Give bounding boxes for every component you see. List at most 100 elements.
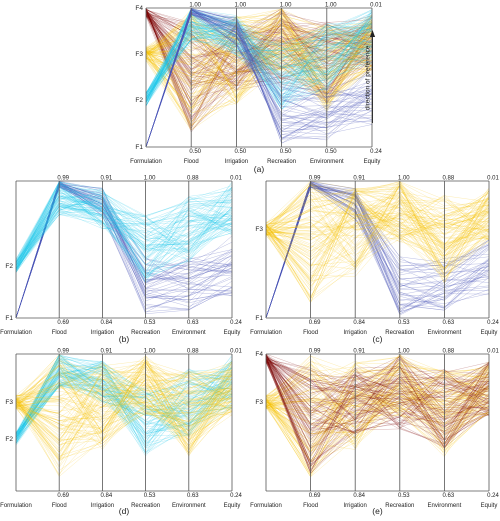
solution-line-f3: [145, 26, 373, 88]
solution-line-f3: [145, 32, 373, 93]
solution-line-f1: [265, 183, 490, 319]
solution-line-f3: [265, 356, 490, 468]
solution-line-f3: [145, 32, 373, 122]
solution-line-f3: [265, 360, 490, 449]
solution-line-f3: [265, 197, 490, 271]
solution-line-f3: [15, 378, 233, 411]
solution-line-f4: [145, 9, 373, 102]
solution-line-f4: [265, 358, 490, 433]
solution-line-f4: [265, 361, 490, 449]
solution-line-f4: [145, 15, 373, 91]
solution-line-f1: [265, 182, 490, 319]
solution-line-f3: [15, 359, 233, 442]
solution-line-f3: [265, 354, 490, 409]
solution-line-f3: [15, 400, 233, 457]
solution-line-f2: [145, 18, 373, 94]
solution-line-f3: [265, 185, 490, 280]
solution-line-f2: [15, 370, 233, 439]
solution-line-f1: [15, 181, 233, 319]
solution-line-f4: [265, 358, 490, 440]
solution-line-f3: [265, 353, 490, 450]
solution-line-f4: [265, 354, 490, 440]
solution-line-f3: [265, 366, 490, 461]
solution-line-f4: [265, 354, 490, 434]
solution-line-f1: [15, 186, 233, 319]
solution-line-f3: [265, 181, 490, 234]
solution-line-f3: [15, 367, 233, 424]
solution-line-f3: [15, 393, 233, 441]
solution-line-f4: [265, 356, 490, 425]
solution-line-f3: [15, 371, 233, 425]
solution-line-f3: [265, 181, 490, 231]
solution-line-f3: [15, 373, 233, 460]
solution-line-f2: [15, 186, 233, 272]
solution-line-f1: [15, 183, 233, 319]
solution-line-f3: [265, 184, 490, 264]
solution-line-f1: [15, 182, 233, 319]
axis-label-flood: Flood: [52, 330, 67, 336]
solution-line-f3: [265, 380, 490, 426]
solution-line-f3: [145, 21, 373, 131]
solution-line-f4: [265, 354, 490, 435]
solution-line-f3: [145, 14, 373, 58]
solution-line-f3: [265, 364, 490, 430]
solution-line-f4: [145, 12, 373, 106]
solution-line-f4: [145, 12, 373, 51]
solution-line-f2: [15, 378, 233, 444]
solution-line-f3: [145, 18, 373, 80]
solution-line-f2: [15, 369, 233, 436]
solution-line-f2: [145, 21, 373, 101]
solution-line-f3: [265, 373, 490, 453]
solution-line-f3: [145, 25, 373, 128]
solution-line-f3: [265, 184, 490, 262]
solution-line-f4: [265, 357, 490, 425]
solution-line-f3: [15, 370, 233, 451]
solution-line-f3: [265, 364, 490, 431]
formulation-label-f1: F1: [135, 144, 143, 151]
solution-line-f2: [145, 9, 373, 94]
solution-line-f2: [145, 14, 373, 106]
solution-line-f4: [145, 12, 373, 62]
solution-line-f1: [145, 8, 373, 148]
solution-line-f3: [145, 15, 373, 56]
solution-line-f2: [145, 17, 373, 106]
solution-line-f3: [15, 374, 233, 419]
solution-line-f3: [145, 32, 373, 82]
solution-line-f2: [15, 204, 233, 262]
solution-line-f3: [15, 364, 233, 457]
solution-line-f4: [145, 11, 373, 75]
solution-line-f1: [145, 8, 373, 148]
solution-line-f3: [145, 21, 373, 131]
solution-line-f1: [145, 10, 373, 148]
solution-line-f3: [15, 387, 233, 442]
solution-line-f3: [145, 36, 373, 104]
solution-line-f3: [15, 373, 233, 477]
axis-max-label: 0.99: [309, 349, 321, 355]
solution-line-f2: [145, 22, 373, 106]
solution-line-f3: [265, 185, 490, 253]
solution-line-f2: [145, 9, 373, 105]
panel-b: Formulation Flood 0.99 0.69 Irrigation 0.91 0.…: [0, 176, 242, 345]
solution-line-f3: [145, 26, 373, 105]
solution-line-f3: [265, 200, 490, 262]
solution-line-f3: [265, 195, 490, 279]
solution-line-f3: [15, 388, 233, 432]
solution-line-f1: [15, 183, 233, 319]
solution-line-f3: [265, 359, 490, 403]
solution-line-f2: [15, 353, 233, 441]
solution-line-f2: [15, 357, 233, 434]
axis-min-label: 0.50: [280, 149, 292, 155]
solution-line-f2: [15, 208, 233, 271]
solution-line-f2: [145, 24, 373, 103]
solution-line-f3: [265, 363, 490, 416]
solution-line-f2: [15, 360, 233, 434]
solution-line-f1: [145, 9, 373, 148]
solution-line-f3: [145, 18, 373, 56]
solution-line-f4: [265, 357, 490, 466]
solution-line-f3: [145, 14, 373, 96]
solution-line-f2: [15, 196, 233, 279]
solution-line-f3: [145, 35, 373, 113]
solution-line-f3: [145, 37, 373, 95]
solution-line-f2: [15, 370, 233, 444]
solution-line-f1: [15, 184, 233, 319]
